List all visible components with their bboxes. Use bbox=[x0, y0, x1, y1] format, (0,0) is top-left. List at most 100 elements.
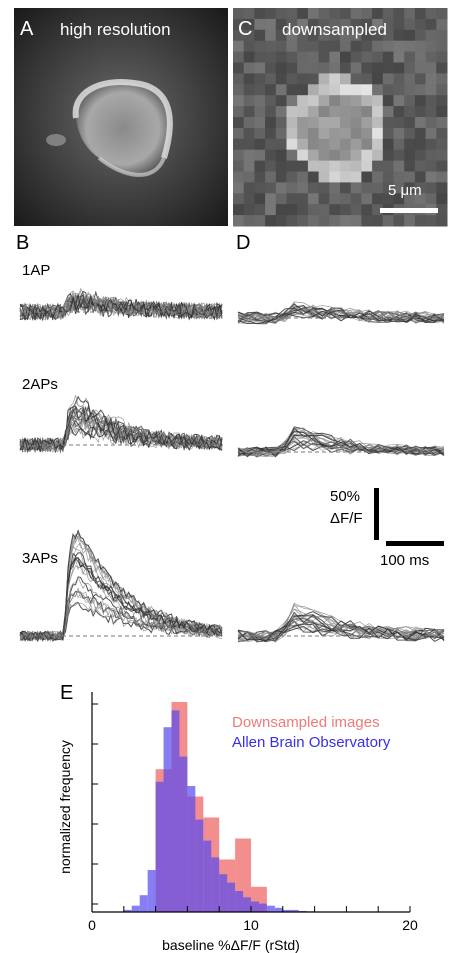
image-pixel bbox=[307, 29, 320, 42]
image-pixel bbox=[297, 171, 309, 183]
image-pixel bbox=[414, 18, 427, 31]
x-axis-label: baseline %ΔF/F (rStd) bbox=[162, 937, 300, 953]
image-pixel bbox=[340, 62, 352, 74]
trace-line-d-1ap bbox=[237, 304, 445, 324]
image-pixel bbox=[372, 215, 384, 227]
image-pixel bbox=[393, 40, 405, 53]
image-pixel bbox=[382, 51, 394, 63]
image-pixel bbox=[307, 8, 320, 20]
image-pixel bbox=[436, 8, 448, 20]
image-pixel bbox=[436, 127, 448, 140]
image-pixel bbox=[393, 127, 405, 140]
image-pixel bbox=[361, 84, 373, 96]
image-pixel bbox=[382, 182, 394, 194]
image-pixel bbox=[340, 18, 352, 31]
image-pixel bbox=[297, 204, 309, 216]
image-pixel bbox=[350, 106, 362, 118]
image-pixel bbox=[382, 193, 394, 205]
image-pixel bbox=[275, 215, 287, 227]
image-pixel bbox=[297, 182, 309, 194]
image-pixel bbox=[254, 160, 266, 172]
x-tick-label: 20 bbox=[402, 917, 418, 933]
image-pixel bbox=[265, 106, 277, 118]
image-pixel bbox=[265, 73, 277, 85]
trace-line-d-1ap bbox=[237, 307, 445, 324]
image-pixel bbox=[329, 117, 341, 129]
image-pixel bbox=[361, 138, 373, 151]
image-pixel bbox=[307, 73, 320, 85]
image-pixel bbox=[425, 106, 437, 118]
image-pixel bbox=[393, 29, 405, 42]
image-pixel bbox=[361, 51, 373, 63]
image-pixel bbox=[275, 182, 287, 194]
image-pixel bbox=[233, 51, 245, 63]
image-pixel bbox=[414, 149, 427, 162]
hist-bar-allen bbox=[219, 874, 228, 912]
image-pixel bbox=[382, 73, 394, 85]
image-pixel bbox=[243, 127, 255, 140]
image-pixel bbox=[243, 149, 255, 162]
image-pixel bbox=[254, 84, 266, 96]
image-pixel bbox=[350, 84, 362, 96]
image-pixel bbox=[404, 182, 416, 194]
image-pixel bbox=[361, 160, 373, 172]
image-pixel bbox=[286, 29, 298, 42]
image-pixel bbox=[350, 171, 362, 183]
image-pixel bbox=[414, 29, 427, 42]
image-pixel bbox=[414, 127, 427, 140]
image-pixel bbox=[243, 95, 255, 107]
image-pixel bbox=[297, 160, 309, 172]
image-pixel bbox=[350, 62, 362, 74]
image-pixel bbox=[382, 8, 394, 20]
image-pixel bbox=[436, 29, 448, 42]
image-pixel bbox=[233, 84, 245, 96]
image-pixel bbox=[297, 95, 309, 107]
image-pixel bbox=[297, 127, 309, 140]
image-pixel bbox=[297, 62, 309, 74]
image-pixel bbox=[361, 40, 373, 53]
image-pixel bbox=[414, 171, 427, 183]
image-pixel bbox=[404, 62, 416, 74]
image-pixel bbox=[393, 171, 405, 183]
image-pixel bbox=[393, 95, 405, 107]
image-pixel bbox=[307, 204, 320, 216]
image-pixel bbox=[393, 182, 405, 194]
image-pixel bbox=[436, 18, 448, 31]
image-pixel bbox=[361, 149, 373, 162]
trace-line-d-1ap bbox=[237, 310, 445, 325]
image-pixel bbox=[329, 171, 341, 183]
trace-line-d-1ap bbox=[237, 303, 445, 324]
image-pixel bbox=[393, 106, 405, 118]
image-pixel bbox=[425, 193, 437, 205]
image-pixel bbox=[340, 215, 352, 227]
image-pixel bbox=[425, 138, 437, 151]
image-pixel bbox=[436, 51, 448, 63]
image-pixel bbox=[307, 215, 320, 227]
image-pixel bbox=[425, 84, 437, 96]
image-pixel bbox=[340, 95, 352, 107]
image-pixel bbox=[265, 40, 277, 53]
image-pixel bbox=[340, 117, 352, 129]
image-pixel bbox=[297, 117, 309, 129]
image-pixel bbox=[393, 62, 405, 74]
image-pixel bbox=[233, 171, 245, 183]
image-pixel bbox=[254, 62, 266, 74]
image-pixel bbox=[286, 127, 298, 140]
image-pixel bbox=[372, 204, 384, 216]
image-pixel bbox=[297, 8, 309, 20]
image-pixel bbox=[254, 204, 266, 216]
image-pixel bbox=[265, 204, 277, 216]
image-pixel bbox=[329, 215, 341, 227]
image-pixel bbox=[254, 95, 266, 107]
image-pixel bbox=[275, 40, 287, 53]
image-pixel bbox=[340, 193, 352, 205]
image-pixel bbox=[404, 149, 416, 162]
trace-line-b-2aps bbox=[19, 408, 223, 452]
hist-bar-allen bbox=[179, 756, 188, 912]
image-pixel bbox=[265, 29, 277, 42]
image-pixel bbox=[254, 40, 266, 53]
image-pixel bbox=[233, 160, 245, 172]
image-pixel bbox=[286, 62, 298, 74]
image-pixel bbox=[404, 18, 416, 31]
image-pixel bbox=[254, 193, 266, 205]
